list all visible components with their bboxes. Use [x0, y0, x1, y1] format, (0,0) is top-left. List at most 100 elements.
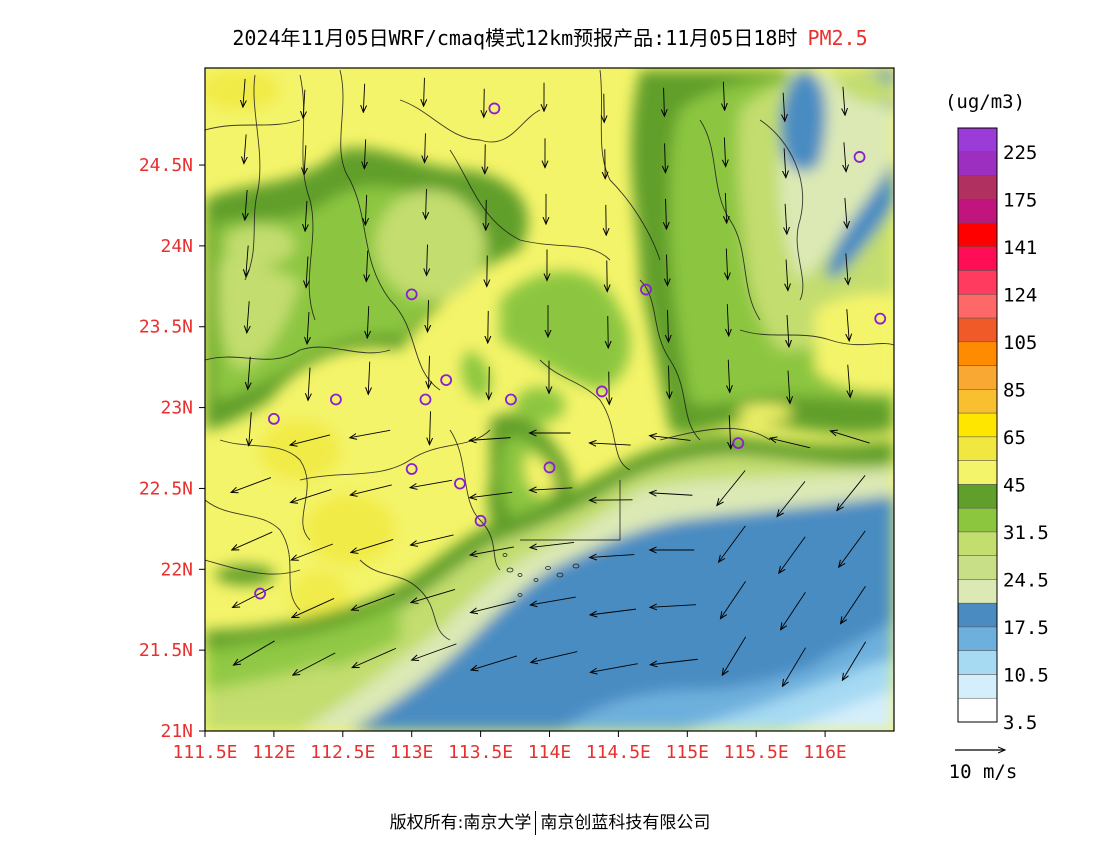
- wind-arrow: [725, 192, 726, 223]
- wind-arrow: [530, 488, 573, 490]
- wind-arrow: [305, 200, 307, 231]
- wind-arrow: [720, 581, 746, 618]
- longitude-axis: 111.5E 112E 112.5E 113E 113.5E 114E 114.5E 115E…: [172, 731, 847, 763]
- wind-arrow: [666, 198, 667, 229]
- wind-arrow: [668, 310, 669, 342]
- wind-arrow: [244, 134, 246, 163]
- legend-label: 17.5: [1003, 617, 1049, 639]
- lon-tick-label: 113.5E: [448, 742, 513, 763]
- station-marker: [640, 283, 652, 296]
- wind-arrow: [471, 655, 518, 670]
- wind-vectors: [231, 77, 870, 686]
- legend-swatch: [957, 507, 998, 533]
- station-marker: [419, 393, 432, 406]
- wind-arrow: [469, 438, 511, 441]
- station-marker: [543, 461, 556, 474]
- legend-swatch: [957, 151, 998, 176]
- legend-swatch: [957, 460, 998, 485]
- wind-arrow: [717, 470, 746, 506]
- wind-arrow: [786, 259, 788, 290]
- wind-arrow: [290, 434, 331, 445]
- wind-arrow: [841, 586, 866, 623]
- legend-frame: [957, 127, 998, 723]
- legend-swatch: [957, 246, 998, 271]
- wind-arrow: [590, 608, 637, 615]
- wind-reference-label: 10 m/s: [949, 761, 1018, 783]
- lon-tick-label: 114.5E: [586, 742, 651, 763]
- lat-tick-label: 22N: [160, 559, 193, 580]
- wind-arrow: [429, 355, 430, 389]
- legend-swatch: [957, 199, 998, 224]
- legend-swatch: [957, 579, 998, 604]
- wind-arrow: [779, 536, 806, 573]
- lat-tick-label: 23.5N: [139, 317, 193, 338]
- wind-arrow: [848, 364, 850, 398]
- legend-swatch: [957, 484, 998, 509]
- wind-arrow: [428, 300, 429, 332]
- wind-arrow: [489, 366, 490, 400]
- wind-arrow: [785, 203, 787, 234]
- wind-arrow: [411, 589, 456, 602]
- legend-swatch: [957, 294, 998, 319]
- wind-arrow: [304, 145, 306, 174]
- monitoring-stations: [254, 102, 887, 600]
- legend-label: 24.5: [1003, 569, 1049, 591]
- legend-label: 45: [1003, 474, 1026, 496]
- wind-arrow: [243, 78, 245, 107]
- wind-arrow: [784, 148, 786, 177]
- legend-label: 65: [1003, 427, 1026, 449]
- wind-arrow: [427, 244, 428, 276]
- wind-arrow: [351, 539, 394, 552]
- lat-tick-label: 21.5N: [139, 640, 193, 661]
- wind-arrow: [729, 415, 731, 448]
- lon-tick-label: 113E: [390, 742, 433, 763]
- wind-arrow: [291, 543, 333, 560]
- title-text: 2024年11月05日WRF/cmaq模式12km预报产品:11月05日18时: [232, 26, 798, 50]
- wind-arrow: [368, 361, 369, 395]
- wind-arrow: [839, 530, 866, 567]
- wind-arrow: [233, 586, 274, 608]
- legend-swatch: [957, 317, 998, 343]
- wind-arrow: [308, 367, 310, 401]
- legend-swatch: [957, 175, 998, 200]
- wind-arrow: [293, 652, 336, 675]
- wind-arrow: [232, 531, 273, 550]
- wind-arrow: [724, 137, 725, 166]
- wind-arrow: [843, 86, 845, 115]
- wind-reference: 10 m/s: [949, 750, 1018, 783]
- legend-swatch: [957, 674, 998, 699]
- wind-arrow: [531, 651, 578, 663]
- legend-swatch: [957, 531, 998, 556]
- legend-swatch: [957, 389, 998, 414]
- copyright-left: 版权所有:南京大学: [389, 813, 532, 833]
- station-marker: [732, 437, 745, 450]
- legend-swatch: [957, 602, 998, 628]
- wind-arrow: [650, 658, 698, 665]
- wind-arrow: [777, 481, 806, 516]
- station-marker: [330, 393, 342, 406]
- legend-swatch: [957, 436, 998, 461]
- station-marker: [474, 514, 487, 527]
- wind-arrow: [723, 81, 724, 110]
- wind-arrow: [307, 312, 309, 344]
- lat-tick-label: 24N: [160, 236, 193, 257]
- wind-arrow: [352, 647, 397, 667]
- station-marker: [853, 151, 866, 163]
- wind-arrow: [846, 253, 848, 285]
- wind-arrow: [249, 412, 252, 445]
- wind-arrow: [351, 593, 395, 610]
- lon-tick-label: 112.5E: [310, 742, 375, 763]
- islands: [502, 553, 580, 597]
- wind-arrow: [727, 304, 728, 336]
- wind-arrow: [728, 359, 729, 393]
- concentration-field: [205, 70, 894, 731]
- legend-swatch: [957, 650, 998, 675]
- wind-arrow: [842, 641, 867, 681]
- wind-arrow: [847, 309, 849, 341]
- wind-arrow: [845, 197, 847, 228]
- map-area: [205, 68, 894, 731]
- legend-swatch: [957, 270, 998, 295]
- wind-arrow: [783, 92, 785, 122]
- wind-arrow: [590, 663, 638, 673]
